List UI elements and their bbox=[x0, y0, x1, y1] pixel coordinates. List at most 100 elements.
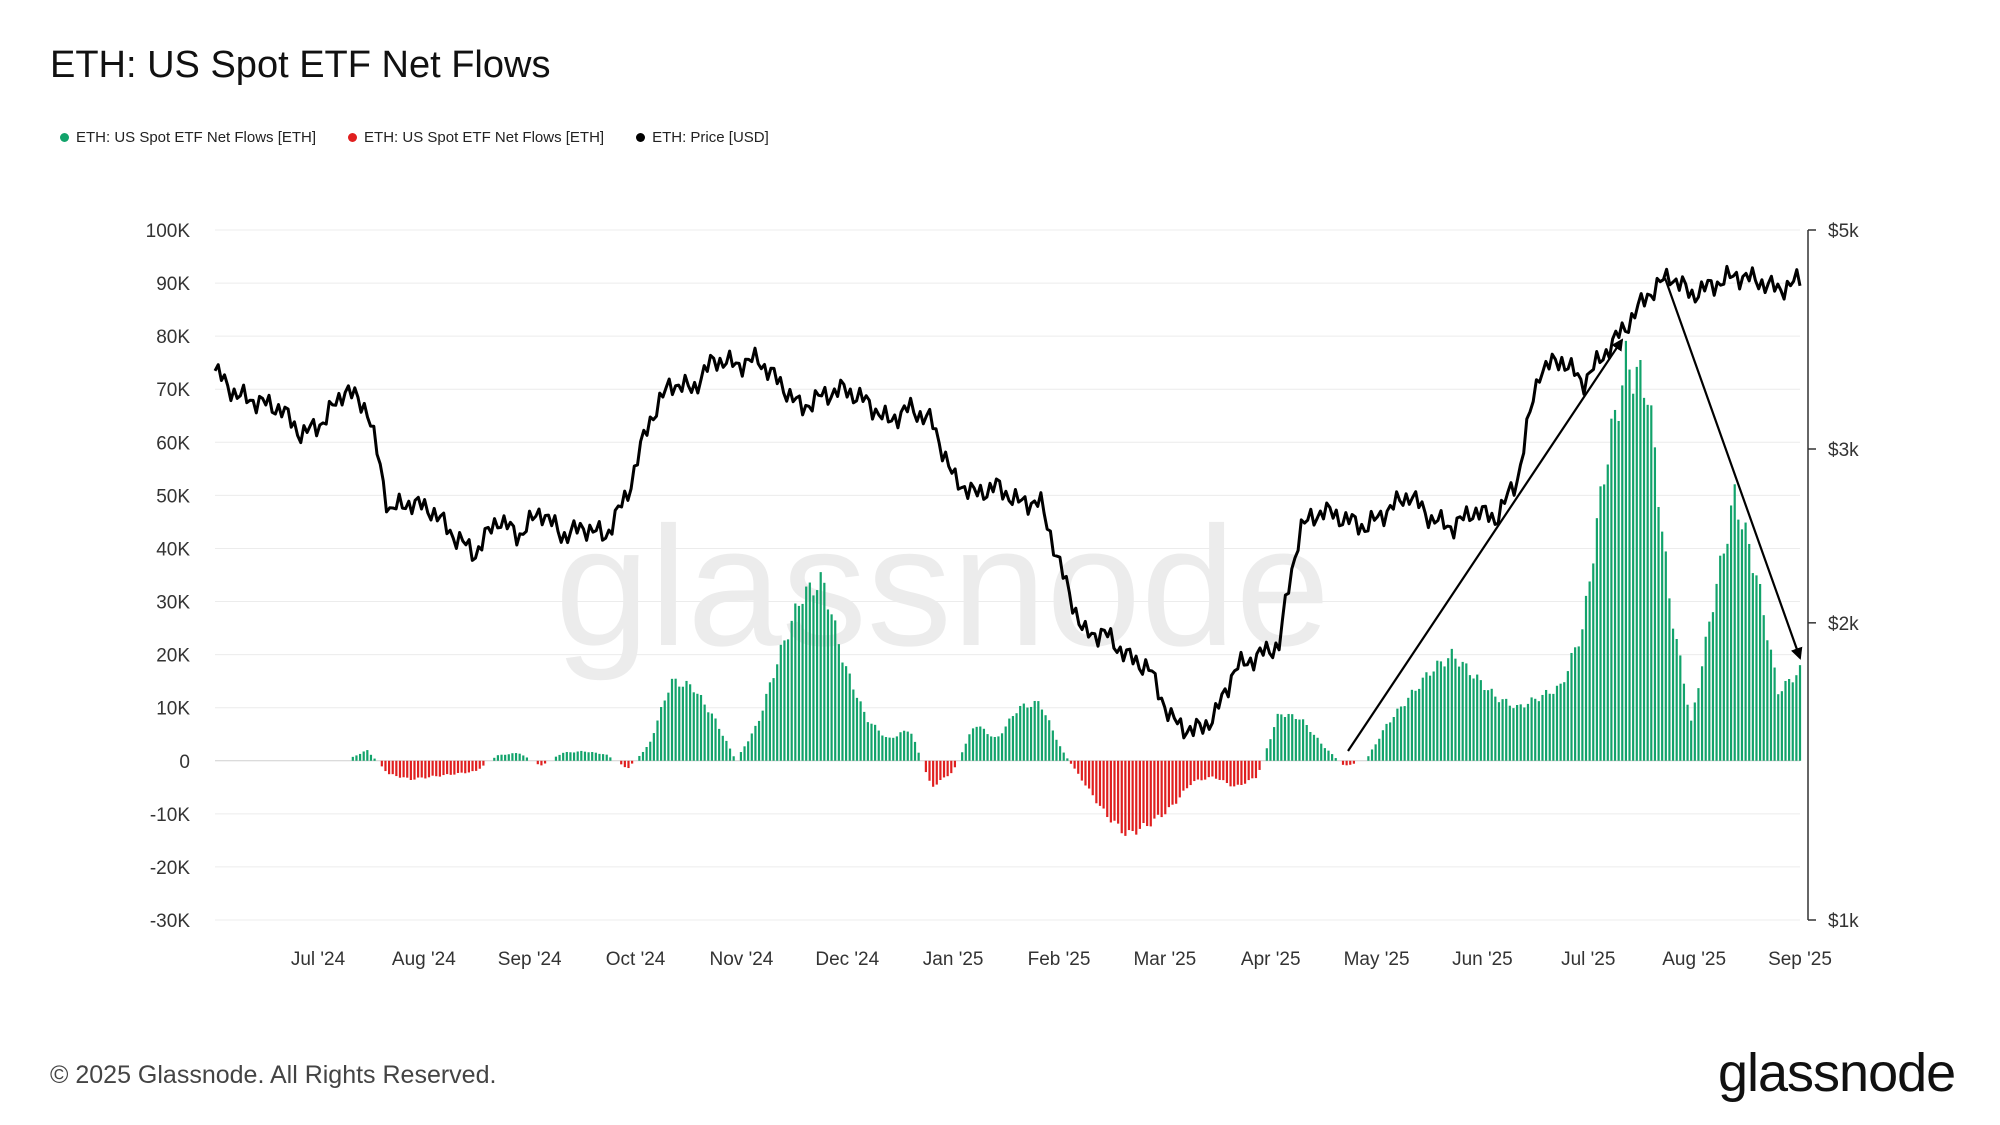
flow-bar bbox=[1679, 655, 1682, 761]
flow-bar bbox=[895, 736, 898, 761]
legend-item-inflows[interactable]: ETH: US Spot ETF Net Flows [ETH] bbox=[60, 129, 316, 146]
flow-bar bbox=[1251, 760, 1254, 779]
flow-bar bbox=[1385, 723, 1388, 761]
legend-dot-inflows bbox=[60, 133, 69, 142]
flow-bar bbox=[783, 640, 786, 761]
flow-bar bbox=[681, 686, 684, 761]
flow-bar bbox=[696, 693, 699, 761]
flow-bar bbox=[1033, 700, 1036, 761]
legend: ETH: US Spot ETF Net Flows [ETH] ETH: US… bbox=[60, 129, 769, 146]
flow-bar bbox=[1570, 652, 1573, 761]
flow-bar bbox=[1008, 718, 1011, 761]
flow-bar bbox=[1022, 703, 1025, 761]
flow-bar bbox=[924, 760, 927, 773]
flow-bar bbox=[725, 740, 728, 761]
flow-bar bbox=[819, 572, 822, 761]
legend-item-outflows[interactable]: ETH: US Spot ETF Net Flows [ETH] bbox=[348, 129, 604, 146]
flow-bar bbox=[707, 712, 710, 761]
flow-bar bbox=[1138, 760, 1141, 829]
flow-bar bbox=[964, 743, 967, 761]
flow-bar bbox=[1254, 760, 1258, 779]
x-tick-13: Aug '25 bbox=[1662, 949, 1726, 970]
flow-bar bbox=[1396, 708, 1399, 761]
flow-bar bbox=[899, 732, 902, 761]
flow-bar bbox=[939, 760, 942, 781]
flow-bar bbox=[518, 753, 521, 761]
flow-bar bbox=[1700, 666, 1704, 761]
x-tick-0: Jul '24 bbox=[291, 949, 346, 970]
flow-bar bbox=[1450, 648, 1453, 761]
flow-bar bbox=[859, 701, 862, 761]
flow-bar bbox=[1479, 680, 1482, 761]
copyright: © 2025 Glassnode. All Rights Reserved. bbox=[50, 1061, 497, 1089]
flow-bar bbox=[1004, 726, 1007, 761]
flow-bar bbox=[1632, 393, 1635, 761]
flow-bar bbox=[398, 760, 402, 778]
y-tick-left-5: 50K bbox=[156, 486, 190, 507]
flow-bar bbox=[1178, 760, 1181, 798]
flow-bar bbox=[395, 760, 398, 777]
x-tick-7: Feb '25 bbox=[1028, 949, 1091, 970]
flow-bar bbox=[1791, 682, 1794, 761]
flow-bar bbox=[355, 755, 358, 761]
flow-bar bbox=[747, 741, 750, 761]
flow-bar bbox=[1425, 672, 1428, 761]
axes: 100K 90K 80K 70K 60K 50K 40K 30K 20K 10K 0 -10K -20K… bbox=[146, 221, 1860, 970]
flow-bar bbox=[543, 760, 547, 764]
flow-bar bbox=[1171, 760, 1174, 805]
flow-bar bbox=[667, 692, 670, 761]
flow-bar bbox=[1283, 717, 1287, 761]
flow-bar bbox=[1051, 730, 1054, 761]
flow-bar bbox=[1218, 760, 1221, 780]
flow-bar bbox=[1642, 397, 1646, 761]
flow-bar bbox=[1334, 758, 1337, 761]
flow-bar bbox=[728, 748, 732, 761]
flow-bar bbox=[1508, 705, 1511, 761]
flow-bar bbox=[1058, 746, 1062, 761]
y-tick-right-1: $3k bbox=[1828, 440, 1859, 461]
flow-bar bbox=[1298, 719, 1301, 761]
flow-bar bbox=[587, 752, 590, 761]
flow-bar bbox=[1621, 385, 1624, 761]
flow-bar bbox=[1349, 760, 1352, 765]
flow-bar bbox=[1291, 714, 1294, 761]
flow-bar bbox=[1454, 658, 1457, 761]
y-tick-left-12: -20K bbox=[150, 858, 190, 879]
flow-bar bbox=[1316, 737, 1319, 761]
flow-bar bbox=[1309, 731, 1312, 761]
x-tick-1: Aug '24 bbox=[392, 949, 456, 970]
flow-bar bbox=[823, 582, 826, 761]
flow-bar bbox=[580, 750, 583, 761]
flow-bar bbox=[884, 737, 888, 761]
flow-bar bbox=[1160, 760, 1163, 818]
legend-item-price[interactable]: ETH: Price [USD] bbox=[636, 129, 769, 146]
flow-bar bbox=[1211, 760, 1214, 777]
flow-bar bbox=[1559, 683, 1562, 761]
flow-bar bbox=[478, 760, 481, 769]
flow-bar bbox=[1537, 701, 1540, 761]
flow-bar bbox=[1748, 543, 1751, 761]
flow-bar bbox=[1410, 689, 1414, 761]
flow-bar bbox=[968, 734, 971, 761]
flow-bar bbox=[1073, 760, 1076, 769]
flow-bar bbox=[990, 736, 993, 761]
flow-bar bbox=[1331, 754, 1334, 761]
flow-bar bbox=[598, 753, 601, 761]
flow-bar bbox=[576, 751, 579, 761]
flow-bar bbox=[942, 760, 946, 778]
legend-label-inflows: ETH: US Spot ETF Net Flows [ETH] bbox=[76, 129, 317, 146]
flow-bar bbox=[1367, 756, 1370, 761]
flow-bar bbox=[601, 754, 605, 761]
flow-bar bbox=[692, 692, 695, 761]
y-tick-left-13: -30K bbox=[150, 911, 190, 932]
flow-bar bbox=[1080, 760, 1083, 781]
flow-bar bbox=[757, 720, 761, 761]
flow-bar bbox=[1015, 713, 1018, 761]
flow-bar bbox=[591, 752, 594, 761]
flow-bar bbox=[1584, 595, 1588, 761]
flow-bar bbox=[1755, 575, 1758, 761]
flow-bar bbox=[1588, 581, 1591, 761]
flow-bar bbox=[409, 760, 412, 781]
flow-bar bbox=[910, 733, 913, 761]
flow-bar bbox=[402, 760, 405, 778]
